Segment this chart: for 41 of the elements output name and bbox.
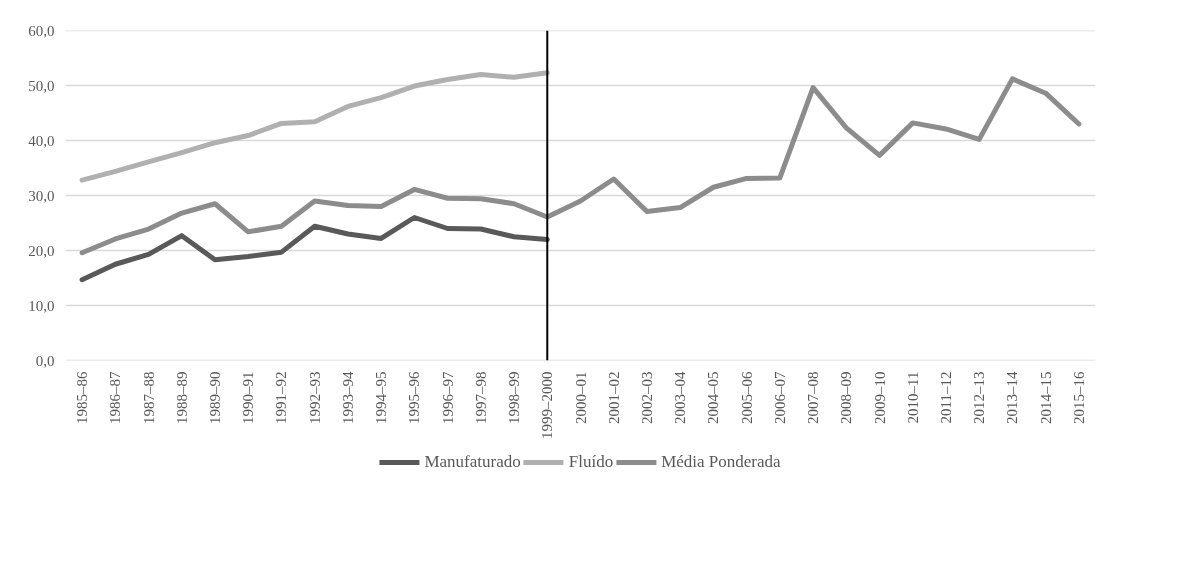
legend-label: Fluído: [568, 452, 614, 472]
x-tick-label: 2007–08: [805, 371, 822, 424]
x-tick-label: 1989–90: [207, 371, 224, 424]
x-tick-label: 2013–14: [1004, 371, 1021, 424]
x-tick-label: 2004–05: [705, 371, 722, 424]
x-tick-label: 1988–89: [173, 371, 190, 424]
x-tick-label: 1985–86: [74, 371, 91, 424]
x-tick-label: 2015–16: [1070, 371, 1087, 424]
x-tick-label: 1993–94: [339, 371, 356, 424]
legend-label: Média Ponderada: [661, 452, 781, 472]
x-tick-label: 2002–03: [638, 371, 655, 424]
x-tick-label: 1999–2000: [539, 371, 556, 439]
x-tick-label: 1990–91: [240, 371, 257, 424]
x-tick-label: 1987–88: [140, 371, 157, 424]
legend-label: Manufaturado: [424, 452, 521, 472]
x-tick-label: 2000–01: [572, 371, 589, 424]
x-tick-label: 1995–96: [406, 371, 423, 424]
x-tick-label: 2011–12: [937, 371, 954, 424]
y-tick-label: 50,0: [28, 77, 55, 94]
y-tick-label: 10,0: [28, 297, 55, 314]
y-tick-label: 40,0: [28, 132, 55, 149]
x-tick-label: 2003–04: [672, 371, 689, 424]
x-tick-label: 1996–97: [439, 371, 456, 424]
x-tick-label: 2001–02: [605, 371, 622, 424]
x-tick-label: 1998–99: [506, 371, 523, 424]
x-tick-label: 1994–95: [373, 371, 390, 424]
x-tick-label: 2009–10: [871, 371, 888, 424]
y-tick-label: 0,0: [35, 352, 55, 369]
y-tick-label: 60,0: [28, 22, 55, 39]
x-tick-label: 2010–11: [904, 371, 921, 424]
x-tick-label: 1997–98: [472, 371, 489, 424]
x-tick-label: 2012–13: [971, 371, 988, 424]
x-tick-label: 2005–06: [738, 371, 755, 424]
x-tick-label: 2014–15: [1037, 371, 1054, 424]
x-tick-label: 1992–93: [306, 371, 323, 424]
x-tick-label: 2008–09: [838, 371, 855, 424]
x-tick-label: 1986–87: [107, 371, 124, 424]
x-tick-label: 1991–92: [273, 371, 290, 424]
y-tick-label: 20,0: [28, 242, 55, 259]
x-tick-label: 2006–07: [771, 371, 788, 424]
y-tick-label: 30,0: [28, 187, 55, 204]
